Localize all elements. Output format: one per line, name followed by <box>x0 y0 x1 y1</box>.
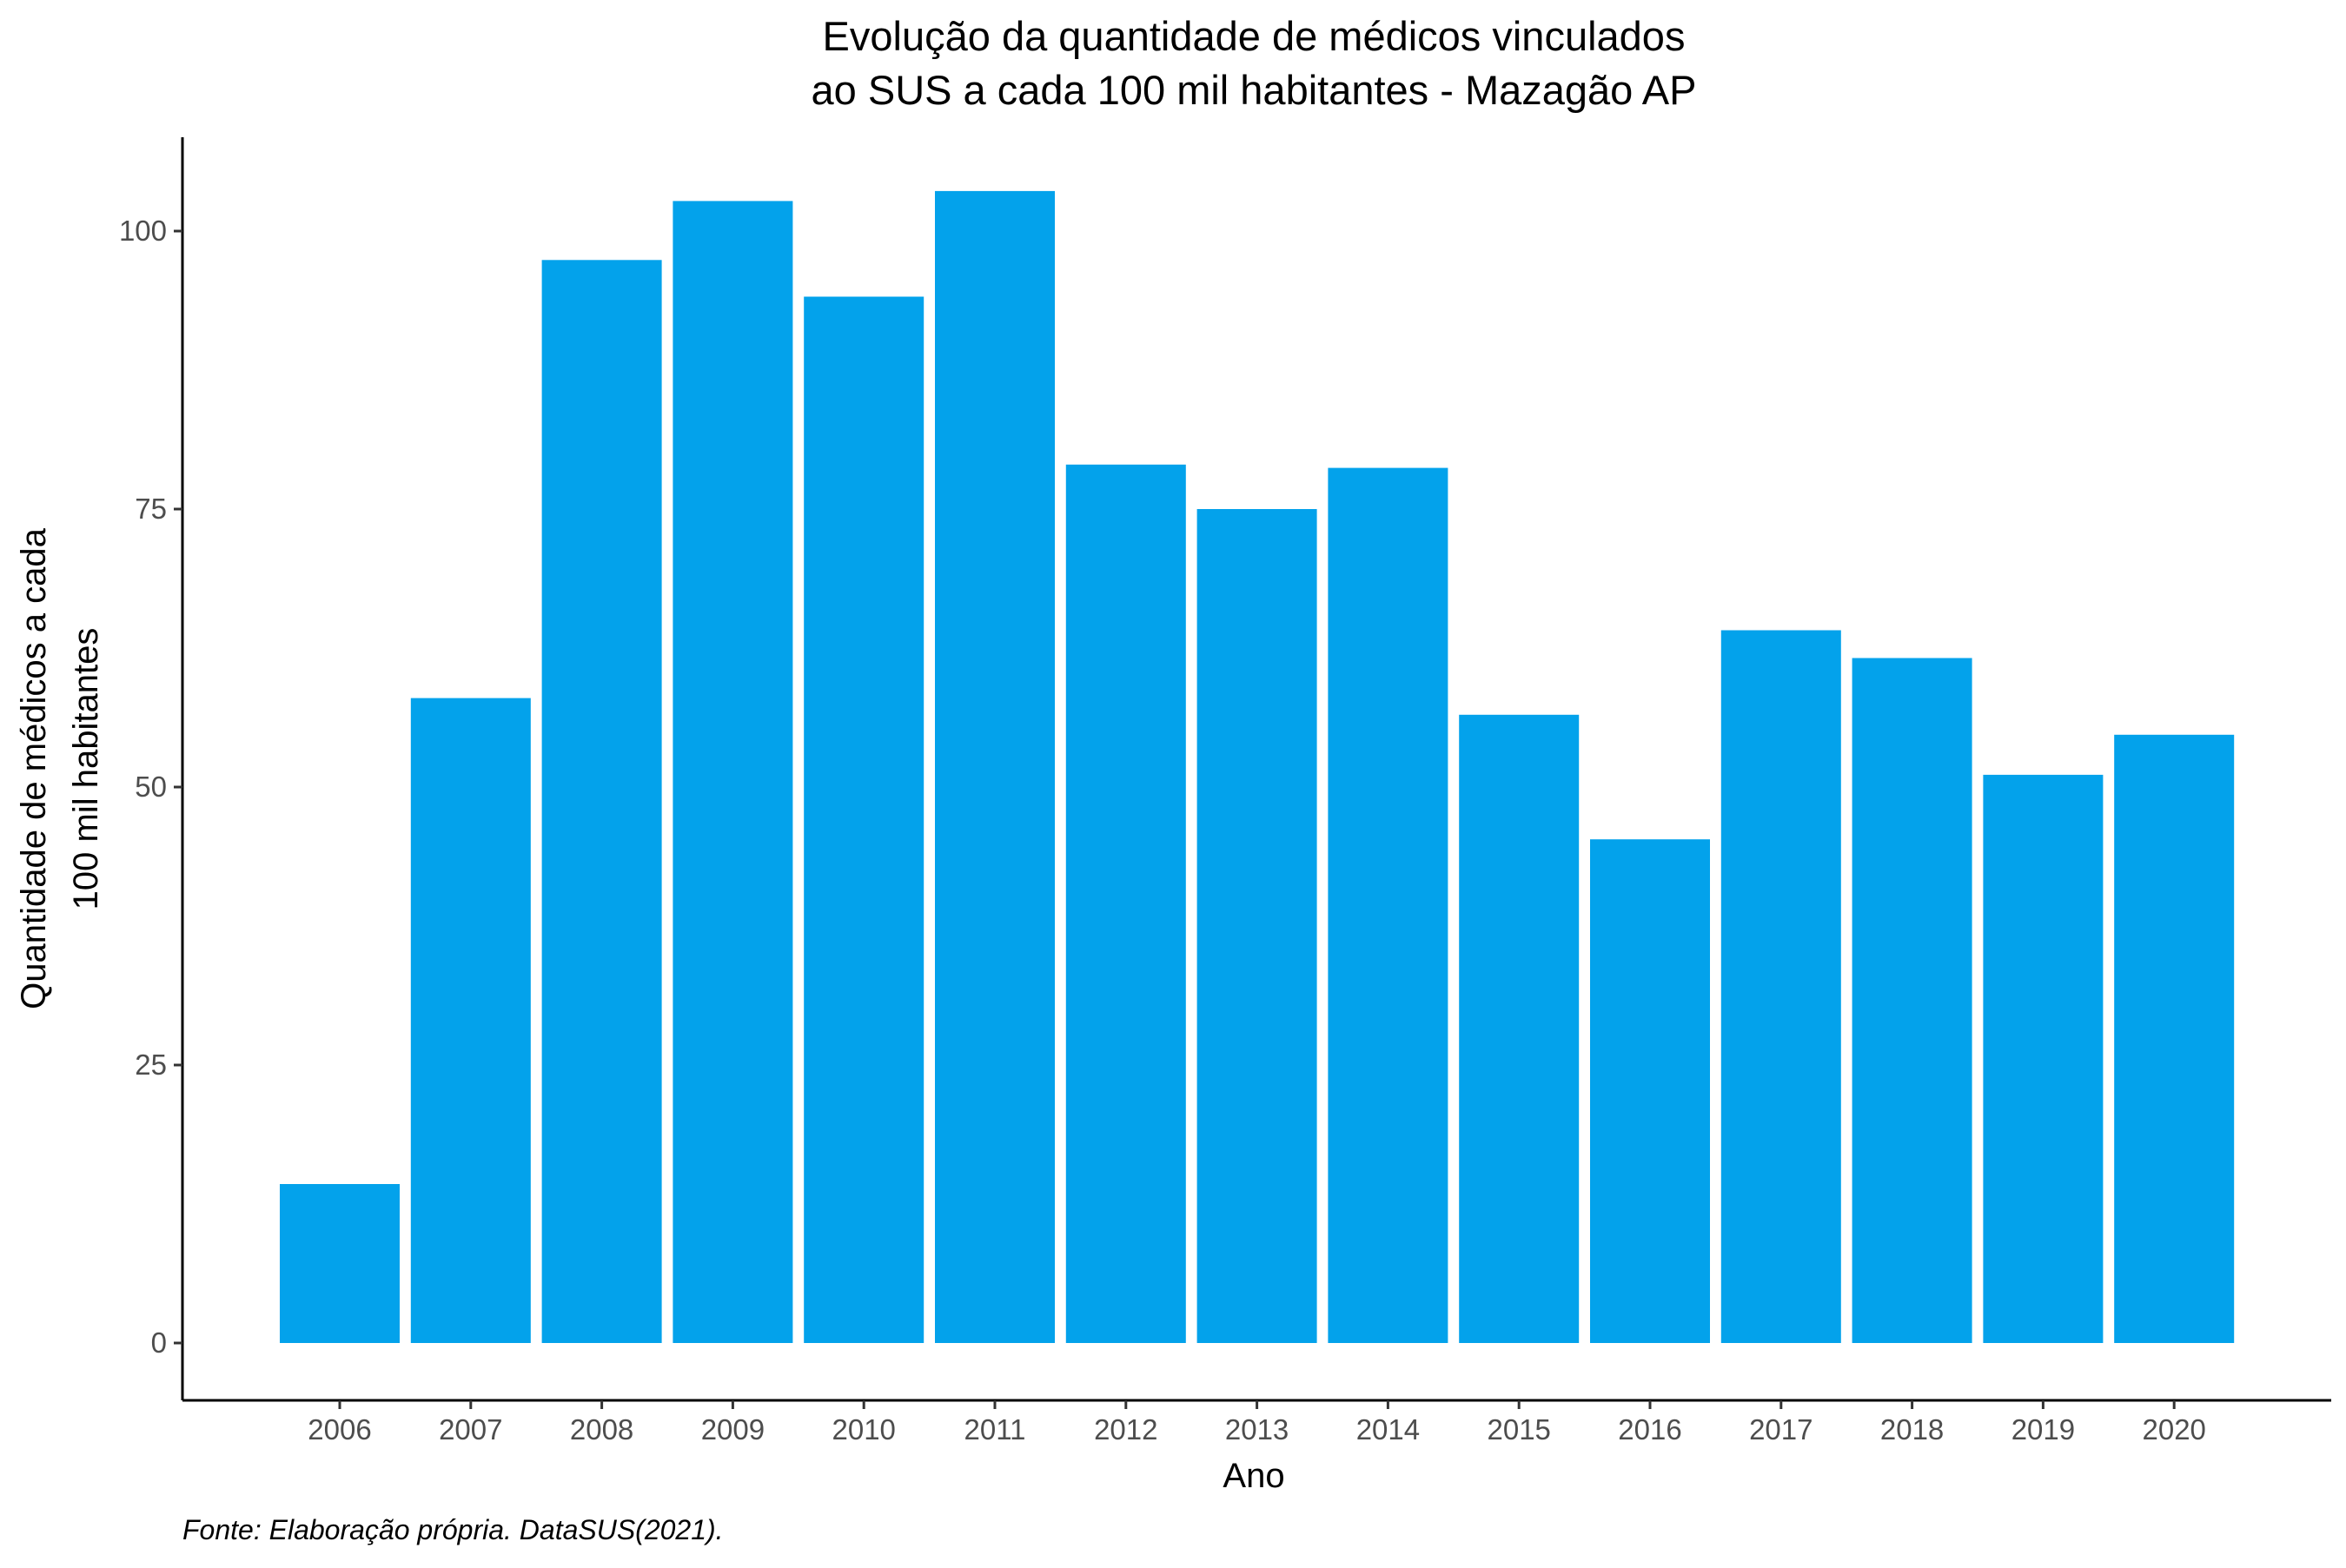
x-tick-label-2016: 2016 <box>1618 1413 1681 1446</box>
bar-2012 <box>1065 464 1186 1343</box>
x-ticks-group: 2006 2007 2008 2009 2010 2011 2012 2013 2014 2015… <box>308 1400 2206 1446</box>
y-tick-label-75: 75 <box>135 493 167 525</box>
x-tick-label-2006: 2006 <box>308 1413 371 1446</box>
y-axis-title-line-1: Quantidade de médicos a cada <box>15 527 53 1009</box>
y-axis-title-line-2: 100 mil habitantes <box>67 628 105 910</box>
x-tick-label-2018: 2018 <box>1880 1413 1944 1446</box>
bar-2009 <box>673 201 793 1343</box>
y-ticks-group: 0 25 50 75 100 <box>119 215 182 1359</box>
x-tick-label-2012: 2012 <box>1094 1413 1157 1446</box>
y-tick-label-100: 100 <box>119 215 167 247</box>
bars-group <box>280 190 2235 1343</box>
x-tick-label-2013: 2013 <box>1225 1413 1289 1446</box>
y-tick-label-25: 25 <box>135 1049 167 1081</box>
x-tick-label-2007: 2007 <box>439 1413 502 1446</box>
chart-title-line-2: ao SUS a cada 100 mil habitantes - Mazag… <box>812 67 1697 113</box>
bar-2019 <box>1983 774 2104 1343</box>
x-tick-label-2014: 2014 <box>1356 1413 1420 1446</box>
source-caption: Fonte: Elaboração própria. DataSUS(2021)… <box>182 1514 724 1545</box>
bar-2016 <box>1590 839 1710 1343</box>
bar-2014 <box>1328 467 1448 1343</box>
y-tick-label-50: 50 <box>135 771 167 803</box>
x-tick-label-2015: 2015 <box>1487 1413 1550 1446</box>
x-tick-label-2011: 2011 <box>964 1413 1026 1446</box>
bar-2006 <box>280 1184 400 1343</box>
x-tick-label-2020: 2020 <box>2142 1413 2205 1446</box>
bar-2008 <box>541 260 662 1343</box>
x-axis-title: Ano <box>1223 1457 1284 1495</box>
x-tick-label-2010: 2010 <box>832 1413 895 1446</box>
bar-2017 <box>1720 630 1841 1343</box>
bar-2010 <box>804 296 924 1343</box>
bar-2020 <box>2114 734 2235 1343</box>
x-tick-label-2009: 2009 <box>701 1413 765 1446</box>
chart-title-line-1: Evolução da quantidade de médicos vincul… <box>823 13 1686 59</box>
bar-2015 <box>1459 714 1580 1343</box>
x-tick-label-2017: 2017 <box>1749 1413 1813 1446</box>
bar-2011 <box>935 190 1055 1343</box>
x-tick-label-2008: 2008 <box>570 1413 633 1446</box>
bar-2018 <box>1852 658 1972 1343</box>
x-tick-label-2019: 2019 <box>2011 1413 2075 1446</box>
bar-2013 <box>1196 509 1317 1343</box>
y-tick-label-0: 0 <box>151 1327 167 1359</box>
bar-2007 <box>410 698 531 1343</box>
